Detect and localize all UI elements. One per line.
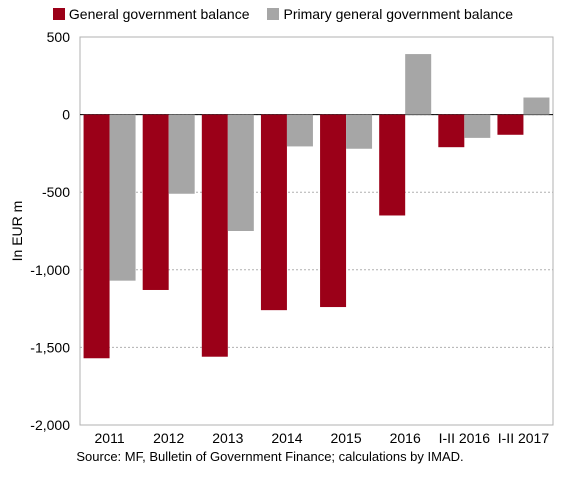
legend-swatch-primary [267, 8, 280, 20]
y-tick-label: -1,000 [30, 262, 70, 278]
bar-general [438, 114, 465, 148]
y-tick-label: 500 [47, 29, 71, 45]
legend: General government balance Primary gener… [0, 6, 566, 22]
bar-primary [168, 114, 195, 194]
legend-item-primary: Primary general government balance [267, 6, 513, 22]
x-tick-label: 2016 [390, 430, 421, 446]
bar-primary [523, 97, 550, 115]
legend-swatch-general [52, 8, 65, 20]
x-tick-label: 2013 [212, 430, 243, 446]
y-tick-label: -1,500 [30, 339, 70, 355]
x-tick-label: 2014 [271, 430, 302, 446]
bar-general [201, 114, 228, 357]
bar-general [497, 114, 524, 135]
source-note: Source: MF, Bulletin of Government Finan… [76, 449, 464, 464]
bar-general [142, 114, 169, 290]
x-tick-label: 2012 [153, 430, 184, 446]
bar-general [379, 114, 406, 216]
bar-primary [464, 114, 491, 138]
legend-item-general: General government balance [52, 6, 250, 22]
x-tick-label: 2011 [95, 430, 125, 446]
bar-primary [109, 114, 136, 281]
x-tick-label: I-II 2017 [498, 430, 550, 446]
bar-primary [286, 114, 313, 147]
bar-primary [405, 54, 432, 115]
y-tick-label: 0 [62, 107, 70, 123]
x-tick-label: 2015 [330, 430, 361, 446]
y-tick-label: -500 [42, 184, 70, 200]
y-axis-title: In EUR m [9, 201, 25, 262]
legend-label-general: General government balance [68, 6, 250, 22]
x-tick-label: I-II 2016 [439, 430, 491, 446]
bar-general [260, 114, 287, 311]
y-tick-label: -2,000 [30, 417, 70, 433]
bar-general [83, 114, 110, 359]
legend-label-primary: Primary general government balance [283, 6, 514, 22]
bar-primary [346, 114, 373, 149]
bar-general [320, 114, 347, 308]
bar-primary [227, 114, 254, 231]
